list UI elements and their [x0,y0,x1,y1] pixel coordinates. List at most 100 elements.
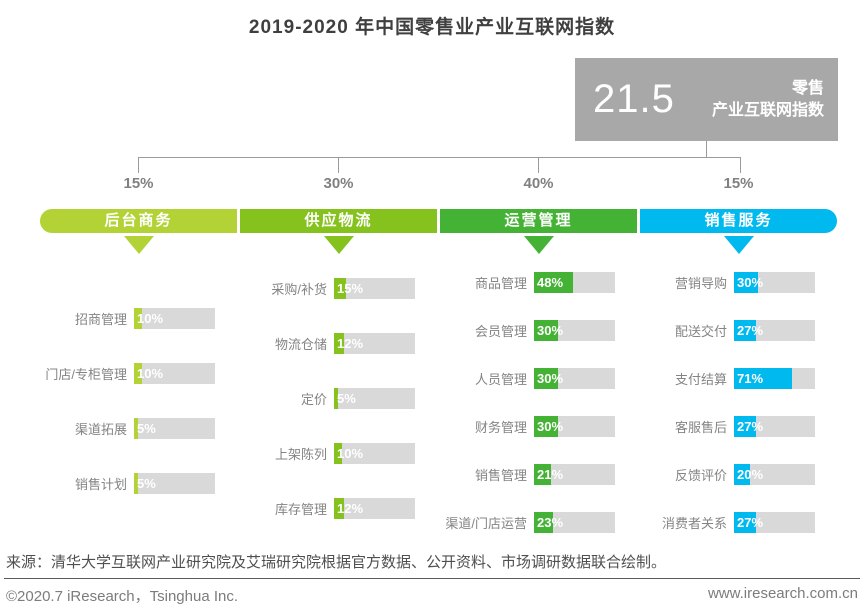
metric-value: 30% [537,419,564,434]
page-title: 2019-2020 年中国零售业产业互联网指数 [248,17,616,38]
metric-bar: 30% [734,272,815,293]
category-column-sales: 15% 销售服务 营销导购 30% 配送交付 27% 支付结算 71% 客服售后… [640,172,837,533]
metric-bar: 30% [534,368,615,389]
category-column-logistics: 30% 供应物流 采购/补货 15% 物流仓储 12% 定价 5% 上架陈列 1… [240,172,437,519]
metric-value: 71% [737,371,764,386]
metric-row: 支付结算 71% [640,368,815,389]
metric-value: 23% [537,515,564,530]
metric-label: 反馈评价 [674,468,727,483]
metric-label: 物流仓储 [274,337,327,352]
metric-value: 30% [737,275,764,290]
metric-value: 21% [537,467,564,482]
metric-label: 上架陈列 [274,447,327,462]
metric-row: 渠道拓展 5% [40,418,215,439]
metric-label: 支付结算 [674,372,727,387]
metric-bar: 10% [134,363,215,384]
metric-label: 营销导购 [674,276,727,291]
category-header: 销售服务 [640,209,837,233]
category-weight: 15% [723,175,754,192]
metric-value: 10% [137,311,164,326]
metric-row: 库存管理 12% [240,498,415,519]
metric-row: 物流仓储 12% [240,333,415,354]
category-column-backoffice: 15% 后台商务 招商管理 10% 门店/专柜管理 10% 渠道拓展 5% 销售… [40,172,237,494]
metric-bar: 15% [334,278,415,299]
metric-bar-fill [734,464,751,485]
metric-bar-fill [734,272,759,293]
metric-bar: 48% [534,272,615,293]
metric-value: 10% [337,446,364,461]
metric-label: 商品管理 [474,276,527,291]
metric-bar: 27% [734,512,815,533]
metric-bar: 12% [334,498,415,519]
metric-bar-fill [734,368,792,389]
metric-bar: 30% [534,416,615,437]
metric-bar-fill [134,473,139,494]
connector-horizontal-line [138,157,741,158]
metric-value: 20% [737,467,764,482]
metric-bar: 10% [134,308,215,329]
metric-row: 财务管理 30% [440,416,615,437]
footer-divider [4,578,860,579]
index-value: 21.5 [593,77,675,121]
metric-bar: 21% [534,464,615,485]
metric-bar-fill [534,272,573,293]
index-label-line2: 产业互联网指数 [711,101,824,119]
category-header: 运营管理 [440,209,637,233]
metric-value: 27% [737,515,764,530]
metric-row: 定价 5% [240,388,415,409]
metric-row: 反馈评价 20% [640,464,815,485]
metric-row: 消费者关系 27% [640,512,815,533]
category-column-operations: 40% 运营管理 商品管理 48% 会员管理 30% 人员管理 30% 财务管理… [440,172,637,533]
metric-value: 30% [537,323,564,338]
metric-bar-fill [534,512,553,533]
metric-row: 人员管理 30% [440,368,615,389]
metric-row: 营销导购 30% [640,272,815,293]
metric-bar: 23% [534,512,615,533]
metric-bar-fill [334,278,347,299]
triangle-pointer-icon [723,236,754,254]
connector-tick-1 [138,157,139,173]
category-header: 后台商务 [40,209,237,233]
metric-label: 定价 [300,392,327,407]
metric-row: 销售管理 21% [440,464,615,485]
metric-label: 会员管理 [474,324,527,339]
metric-bar-fill [334,443,343,464]
metric-bar-fill [134,308,143,329]
metric-label: 客服售后 [674,420,727,435]
metric-bar-fill [334,498,344,519]
metric-row: 客服售后 27% [640,416,815,437]
metric-row: 配送交付 27% [640,320,815,341]
metric-row: 采购/补货 15% [240,278,415,299]
metric-value: 27% [737,419,764,434]
metric-row: 商品管理 48% [440,272,615,293]
metric-value: 27% [737,323,764,338]
footer: ©2020.7 iResearch，Tsinghua Inc. www.ires… [6,585,858,606]
category-weight: 15% [123,175,154,192]
metric-bar-fill [734,416,756,437]
metric-bar: 20% [734,464,815,485]
metric-bar: 27% [734,320,815,341]
metric-bar-fill [134,418,139,439]
metric-value: 48% [537,275,564,290]
metric-row: 门店/专柜管理 10% [40,363,215,384]
metric-bar-fill [334,388,339,409]
metric-label: 消费者关系 [661,516,727,531]
metric-value: 5% [137,421,156,436]
metric-bar-fill [734,320,756,341]
metric-bar-fill [334,333,344,354]
connector-tick-2 [338,157,339,173]
metric-bar-fill [534,416,559,437]
metric-bar: 71% [734,368,815,389]
index-label: 零售 产业互联网指数 [712,78,824,121]
metric-bar-fill [134,363,143,384]
copyright-text: ©2020.7 iResearch，Tsinghua Inc. [6,588,239,605]
connector-stub-line [706,141,707,157]
metric-label: 配送交付 [674,324,727,339]
metric-label: 财务管理 [474,420,527,435]
metric-label: 招商管理 [74,312,127,327]
metric-label: 门店/专柜管理 [45,367,127,382]
category-header: 供应物流 [240,209,437,233]
metric-label: 销售管理 [474,468,527,483]
metric-bar: 10% [334,443,415,464]
metric-row: 会员管理 30% [440,320,615,341]
